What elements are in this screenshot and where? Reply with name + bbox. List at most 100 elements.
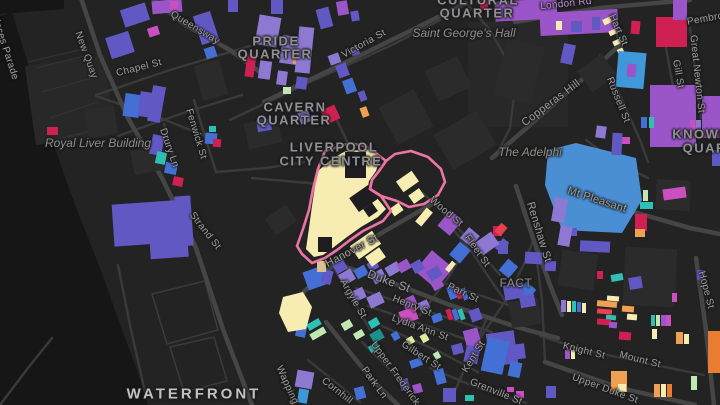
building-cutout (345, 152, 366, 178)
building-footprint (396, 258, 412, 274)
building-footprint (561, 300, 566, 312)
building-cutout (349, 184, 378, 213)
dock-outline (169, 336, 228, 393)
building-footprint (641, 117, 647, 128)
building-footprint (409, 258, 426, 275)
building-footprint (571, 21, 582, 32)
building-footprint (605, 314, 617, 321)
building-footprint (341, 77, 358, 95)
building-footprint (556, 21, 562, 30)
building-footprint (366, 291, 385, 309)
building-footprint (622, 246, 678, 308)
building-footprint (408, 188, 425, 204)
building-footprint (635, 214, 647, 231)
building-footprint (596, 308, 613, 315)
building-footprint (612, 38, 621, 47)
building-footprint (565, 350, 570, 359)
building-footprint (494, 237, 510, 254)
road-minor (366, 304, 504, 354)
building-footprint (163, 161, 179, 176)
building-footprint (652, 329, 657, 339)
building-footprint (661, 384, 666, 397)
building-footprint (350, 286, 367, 303)
building-footprint (122, 92, 142, 119)
building-footprint (602, 16, 612, 26)
building-footprint (608, 28, 617, 37)
building-footprint (480, 0, 488, 10)
road-major (693, 255, 717, 405)
building-footprint (621, 305, 635, 313)
building-footprint (317, 261, 326, 272)
building-footprint (606, 295, 620, 302)
building-footprint (697, 270, 705, 280)
building-footprint (340, 319, 354, 331)
dock-outline (151, 280, 219, 345)
building-footprint (212, 138, 222, 148)
building-footprint (367, 317, 381, 329)
building-footprint (516, 391, 524, 398)
building-footprint (498, 258, 519, 279)
road-minor (94, 44, 252, 97)
road-minor (162, 122, 178, 170)
building-footprint (626, 313, 638, 321)
building-footprint (350, 10, 360, 22)
building-footprint (621, 137, 630, 144)
building-footprint (672, 293, 677, 302)
building-footprint (656, 315, 660, 326)
building-footprint (451, 308, 460, 321)
building-footprint (417, 299, 431, 312)
building-footprint (577, 302, 581, 312)
building-footprint (243, 116, 283, 150)
building-footprint (335, 62, 350, 79)
building-footprint (702, 96, 720, 138)
building-footprint (257, 60, 273, 80)
building-footprint (450, 342, 465, 356)
building-footprint (228, 0, 238, 12)
building-footprint (544, 260, 557, 272)
building-footprint (608, 321, 618, 329)
building-footprint (296, 388, 310, 404)
building-footprint (611, 132, 623, 156)
building-footprint (353, 385, 367, 401)
building-footprint (146, 25, 161, 38)
building-footprint (463, 344, 481, 365)
building-footprint (271, 0, 283, 14)
road-minor (450, 226, 508, 304)
building-footprint (661, 315, 666, 326)
building-footprint (401, 294, 418, 310)
road-minor (214, 160, 306, 174)
building-footprint (193, 59, 229, 101)
building-footprint (170, 1, 178, 10)
road-minor (306, 358, 362, 404)
building-footprint (546, 386, 556, 398)
building-footprint (432, 350, 442, 361)
building-footprint (524, 251, 543, 265)
building-footprint (415, 207, 433, 227)
building-footprint (519, 293, 536, 309)
building-footprint (560, 42, 576, 66)
building-footprint (684, 334, 689, 344)
building-footprint (610, 273, 624, 282)
road-major (489, 37, 628, 161)
road-minor (688, 12, 720, 24)
highlighted-district-outline[interactable] (368, 149, 447, 209)
building-footprint (618, 384, 626, 392)
building-footprint (320, 268, 334, 286)
building-footprint (712, 150, 720, 166)
road-minor (116, 263, 147, 394)
building-footprint (389, 202, 404, 217)
building-footprint (294, 26, 315, 74)
road-minor (538, 334, 706, 377)
building-footprint (367, 341, 381, 354)
road-faint (41, 77, 93, 93)
road-major (323, 319, 401, 405)
building-footprint (395, 170, 420, 193)
building-footprint (337, 268, 357, 286)
building-footprint (445, 308, 454, 321)
building-footprint (349, 230, 382, 260)
building-footprint (597, 271, 603, 279)
building-footprint (295, 76, 308, 90)
road-faint (49, 101, 99, 119)
